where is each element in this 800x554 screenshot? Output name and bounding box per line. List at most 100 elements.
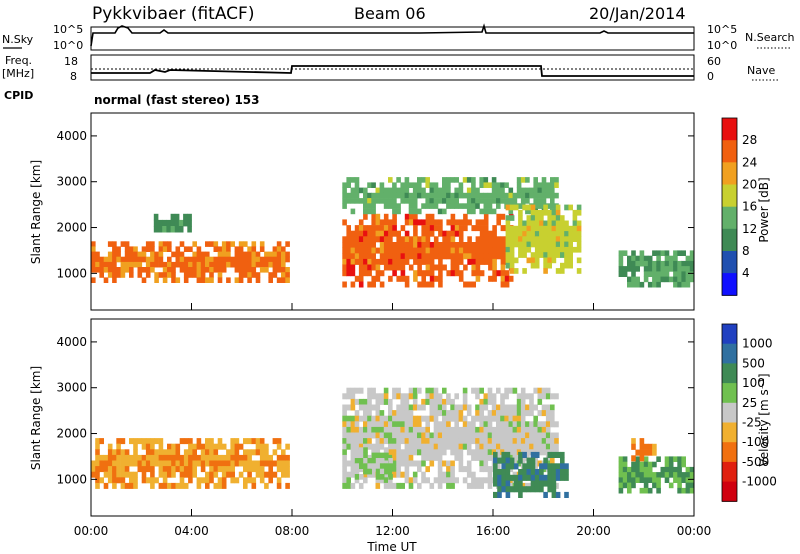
power-cell [467,242,472,248]
power-cell [124,256,130,263]
velocity-cell [496,410,501,417]
power-cell [150,241,155,247]
velocity-cell [209,443,214,450]
velocity-cell [221,460,227,467]
power-cell [530,220,536,227]
power-cell [383,203,389,209]
power-cell [153,219,159,227]
power-cell [639,250,645,256]
velocity-cell [133,454,138,461]
velocity-cell [346,460,351,467]
velocity-cell [171,454,176,461]
velocity-cell [145,438,151,445]
power-cell [425,213,431,220]
power-cell [396,177,401,183]
power-cell [213,261,219,268]
power-cell [421,253,426,260]
velocity-cell [346,443,351,450]
power-cell [681,271,686,277]
velocity-cell [217,460,223,467]
power-cell [541,182,547,188]
velocity-cell [234,454,240,461]
velocity-cell [554,421,559,428]
power-cell [408,198,414,204]
velocity-cell [243,477,248,484]
velocity-cell [276,466,282,473]
power-cell [281,256,286,263]
velocity-cell [550,443,555,450]
velocity-cell [433,415,439,422]
velocity-cell [350,482,356,489]
velocity-cell [516,410,522,417]
velocity-cell [417,443,422,450]
velocity-cell [450,415,455,422]
velocity-cell [643,443,649,450]
velocity-cell [350,443,356,450]
velocity-cell [450,466,455,473]
power-cell [537,182,543,188]
power-cell [438,247,443,254]
velocity-cell [124,454,130,461]
power-cell [505,246,511,253]
power-cell [379,236,385,243]
velocity-cell [188,460,193,467]
power-cell [404,198,410,204]
velocity-cell [496,449,501,456]
velocity-cell [396,454,401,461]
power-cell [234,261,240,268]
velocity-cell [124,471,130,478]
velocity-cell [363,421,368,428]
freq-tick-top: 18 [64,55,78,68]
power-cell [450,225,456,232]
power-cell [209,261,214,268]
velocity-cell [417,466,422,473]
velocity-cell [375,443,381,450]
power-data [91,177,695,288]
velocity-cell [483,432,489,439]
velocity-cell [91,466,96,473]
power-cell [572,236,578,242]
velocity-cell [358,398,364,405]
velocity-cell [264,454,269,461]
power-cell [371,258,376,265]
power-cell [213,267,219,273]
velocity-cell [200,443,206,450]
power-cell [421,270,426,277]
power-cell [479,242,485,248]
power-cell [346,247,351,254]
velocity-cell [392,443,397,450]
velocity-cell [512,432,518,439]
power-cell [483,213,489,220]
power-cell [668,276,674,283]
power-cell [576,209,582,216]
power-cell [116,256,121,263]
power-cell [496,236,501,243]
power-cell [367,281,372,288]
velocity-cell [264,482,269,489]
velocity-cell [479,398,484,405]
velocity-cell [437,443,443,450]
power-cell [454,198,459,204]
velocity-cell [541,443,547,450]
power-cell [500,253,506,260]
velocity-cell [116,466,121,473]
velocity-cell [247,477,252,484]
velocity-cell [487,410,493,417]
power-cell [500,236,506,243]
velocity-cell [622,466,628,473]
velocity-cell [396,415,401,422]
velocity-cell [379,463,385,469]
power-cell [107,241,113,247]
power-ylabel: Slant Range [km] [29,160,43,264]
power-cell [560,252,565,258]
velocity-cell [647,466,653,473]
power-cell [400,192,405,199]
power-cell [158,226,163,233]
velocity-cell [375,421,381,428]
power-cell [442,198,447,204]
power-cell [354,275,360,282]
velocity-cell [437,460,443,467]
power-cell [259,241,265,247]
velocity-cell [107,449,113,456]
power-cell [660,271,666,277]
